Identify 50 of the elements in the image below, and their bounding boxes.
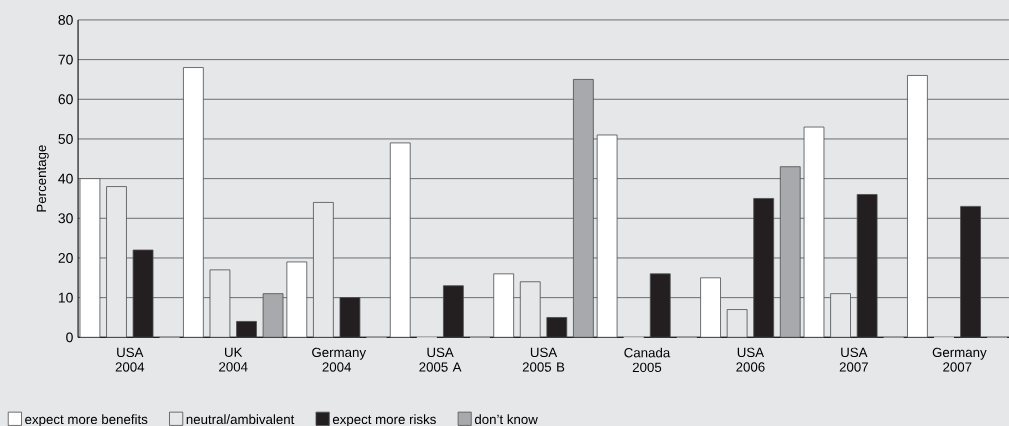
y-axis-title: Percentage (36, 145, 49, 212)
bar (726, 308, 748, 338)
bar (856, 193, 878, 338)
y-tick-label: 0 (66, 332, 73, 343)
bar (236, 320, 257, 338)
bar (389, 142, 411, 338)
y-tick-label: 50 (58, 133, 73, 144)
bar (313, 201, 334, 338)
legend-label: neutral/ambivalent (186, 414, 295, 424)
bar (546, 316, 568, 338)
y-tick-label: 30 (58, 213, 73, 224)
y-tick-label: 10 (58, 292, 73, 303)
x-tick-label: USA 2004 (115, 347, 145, 372)
bar (519, 281, 541, 338)
x-tick-label: USA 2005 B (522, 347, 565, 372)
bar (443, 285, 464, 338)
bar (573, 78, 594, 338)
x-tick-label: Germany 2004 (312, 347, 367, 372)
legend-label: expect more risks (332, 414, 436, 426)
bar (262, 293, 284, 338)
bar (700, 277, 721, 338)
x-tick-label: Canada 2005 (624, 347, 671, 372)
y-tick-label: 20 (58, 252, 73, 263)
bar (209, 269, 231, 338)
y-tick-label: 40 (58, 173, 73, 184)
legend-label: expect more benefits (25, 414, 148, 426)
bar (649, 273, 671, 338)
bar (803, 126, 825, 338)
x-tick-label: USA 2006 (736, 347, 765, 372)
bar (596, 134, 618, 338)
y-tick-label: 60 (58, 94, 73, 105)
bar (830, 293, 851, 338)
x-tick-label: Germany 2007 (932, 347, 987, 372)
bar (286, 261, 308, 338)
x-tick-label: USA 2007 (839, 347, 868, 372)
bar (493, 273, 515, 338)
x-tick-label: UK 2004 (219, 347, 248, 372)
bar (339, 297, 361, 338)
bar (79, 178, 101, 338)
x-tick-label: USA 2005 A (419, 347, 462, 372)
y-tick-label: 70 (58, 54, 73, 65)
bar (106, 186, 127, 338)
bar (960, 205, 981, 338)
bar (132, 249, 154, 338)
bar (753, 197, 775, 338)
bar (183, 66, 204, 338)
bar (907, 74, 928, 338)
y-tick-label: 80 (58, 14, 73, 25)
bar (779, 166, 801, 338)
legend-label: don’t know (474, 414, 538, 424)
